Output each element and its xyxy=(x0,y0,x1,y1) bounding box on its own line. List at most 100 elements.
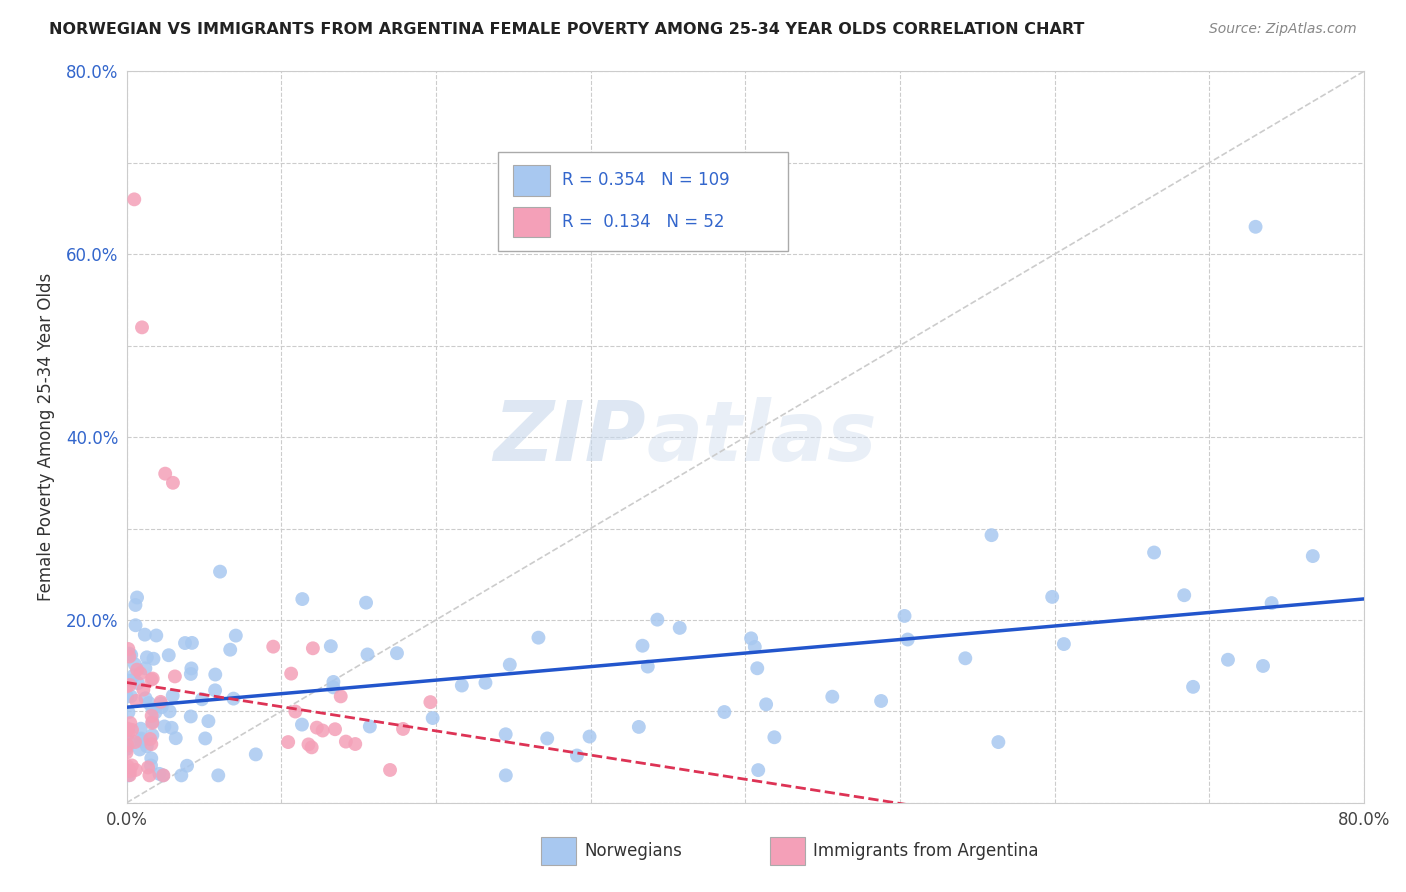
Point xyxy=(141,728,163,742)
Point xyxy=(129,731,152,746)
Point xyxy=(124,618,146,632)
Point xyxy=(153,467,177,481)
Point xyxy=(207,768,229,782)
Point xyxy=(204,667,226,681)
Point xyxy=(176,758,198,772)
Point xyxy=(129,722,152,736)
Point xyxy=(125,591,148,605)
Point xyxy=(1173,588,1195,602)
Point xyxy=(284,705,307,719)
Text: ZIP: ZIP xyxy=(494,397,647,477)
Point xyxy=(495,727,517,741)
Point xyxy=(378,763,401,777)
Point xyxy=(129,666,152,681)
Point xyxy=(668,621,690,635)
Text: atlas: atlas xyxy=(647,397,877,477)
Point xyxy=(124,657,146,672)
Point xyxy=(117,768,139,782)
Point xyxy=(359,719,381,733)
Point xyxy=(127,676,149,690)
Point xyxy=(194,731,217,746)
Point xyxy=(120,648,142,662)
Point xyxy=(139,758,162,772)
Point xyxy=(262,640,284,654)
Point xyxy=(141,673,163,687)
Point xyxy=(149,695,172,709)
Point xyxy=(197,714,219,728)
Point xyxy=(422,711,444,725)
Point xyxy=(118,735,141,749)
Point xyxy=(162,475,184,490)
Point xyxy=(180,667,202,681)
Point xyxy=(297,738,319,752)
Point xyxy=(160,721,183,735)
Point xyxy=(141,715,163,730)
Point xyxy=(627,720,650,734)
Point xyxy=(527,631,550,645)
Point xyxy=(647,613,669,627)
Point xyxy=(301,740,323,755)
Point xyxy=(136,760,159,774)
Text: NORWEGIAN VS IMMIGRANTS FROM ARGENTINA FEMALE POVERTY AMONG 25-34 YEAR OLDS CORR: NORWEGIAN VS IMMIGRANTS FROM ARGENTINA F… xyxy=(49,22,1084,37)
Point xyxy=(356,648,378,662)
Point xyxy=(115,690,138,704)
Point xyxy=(955,651,977,665)
Point xyxy=(1182,680,1205,694)
Point xyxy=(280,666,302,681)
Point xyxy=(1260,596,1282,610)
Point xyxy=(578,730,600,744)
Point xyxy=(117,705,139,719)
Point xyxy=(125,694,148,708)
Point xyxy=(763,731,786,745)
Point xyxy=(153,719,176,733)
Point xyxy=(118,647,141,661)
Point xyxy=(117,722,139,736)
Point xyxy=(344,737,367,751)
Point xyxy=(1251,659,1274,673)
Point xyxy=(565,748,588,763)
Point xyxy=(145,706,167,720)
Point xyxy=(163,669,186,683)
Point xyxy=(159,704,181,718)
Point xyxy=(174,636,197,650)
Point xyxy=(319,639,342,653)
Point xyxy=(118,768,141,782)
Point xyxy=(222,691,245,706)
Point xyxy=(291,592,314,607)
Point xyxy=(118,764,141,778)
Point xyxy=(142,672,165,686)
Point xyxy=(125,663,148,677)
Point xyxy=(385,646,408,660)
Point xyxy=(354,596,377,610)
Point xyxy=(115,723,138,738)
Point xyxy=(132,682,155,697)
Bar xyxy=(513,165,550,195)
Text: R =  0.134   N = 52: R = 0.134 N = 52 xyxy=(562,213,724,231)
Point xyxy=(135,691,157,706)
Point xyxy=(419,695,441,709)
Point xyxy=(115,746,138,760)
Point xyxy=(142,652,165,666)
Point xyxy=(141,702,163,716)
Point xyxy=(311,723,333,738)
Point xyxy=(637,659,659,673)
Point xyxy=(1040,590,1063,604)
Point xyxy=(118,673,141,688)
Point xyxy=(124,598,146,612)
Point xyxy=(152,768,174,782)
Point xyxy=(124,192,146,206)
Point xyxy=(135,650,157,665)
Point xyxy=(219,642,242,657)
Point xyxy=(987,735,1010,749)
Point xyxy=(335,734,357,748)
Point xyxy=(191,692,214,706)
Point xyxy=(115,679,138,693)
Point xyxy=(149,697,172,711)
Point xyxy=(124,735,146,749)
Point xyxy=(122,668,145,682)
Point xyxy=(141,737,163,751)
Point xyxy=(755,698,778,712)
Point xyxy=(120,716,142,731)
Text: Norwegians: Norwegians xyxy=(585,842,682,860)
Point xyxy=(392,722,415,736)
